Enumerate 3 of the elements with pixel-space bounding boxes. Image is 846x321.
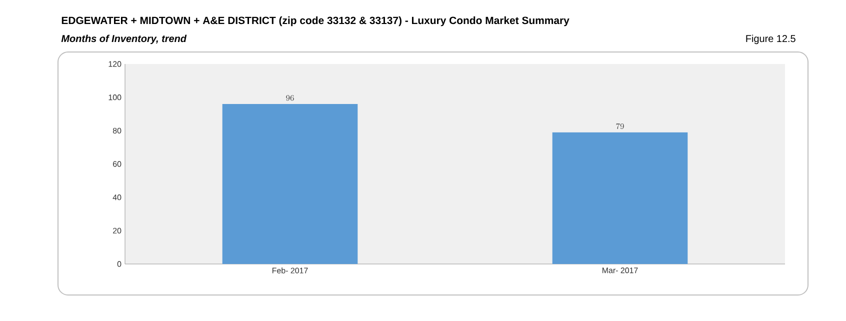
caption: Figure 12.5: [746, 34, 796, 44]
chart-subtitle: Months of Inventory, trend: [61, 34, 187, 44]
chart-title: EDGEWATER + MIDTOWN + A&E DISTRICT (zip code 33132 & 33137) - Luxury Condo Market Summary: [62, 16, 570, 26]
